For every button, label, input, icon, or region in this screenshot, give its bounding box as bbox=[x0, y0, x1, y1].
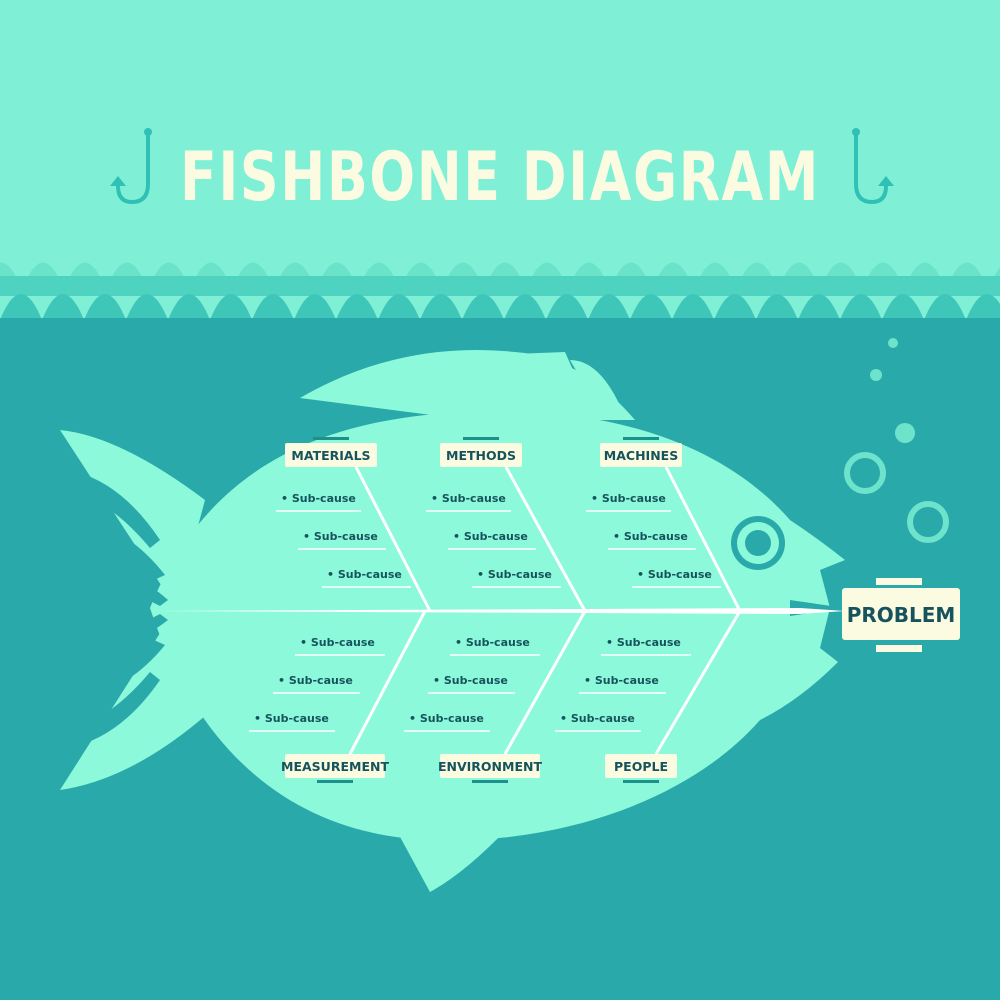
wave-band bbox=[0, 276, 1000, 296]
sub-cause-label: • Sub-cause bbox=[409, 712, 484, 725]
category-box bbox=[600, 443, 682, 467]
sub-cause-label: • Sub-cause bbox=[584, 674, 659, 687]
sub-cause-label: • Sub-cause bbox=[431, 492, 506, 505]
problem-head: PROBLEM bbox=[842, 578, 960, 652]
wave-crest bbox=[462, 294, 504, 320]
bubble-icon bbox=[844, 338, 949, 543]
category-bone bbox=[664, 466, 742, 612]
category-bone bbox=[654, 610, 742, 755]
wave-crest bbox=[588, 294, 630, 320]
category-labels: • Sub-cause • Sub-cause • Sub-cause MATERIA… bbox=[254, 437, 712, 783]
category-label: ENVIRONMENT bbox=[438, 759, 542, 774]
wave-crest bbox=[420, 294, 462, 320]
wave-crest bbox=[126, 294, 168, 320]
category-bone bbox=[503, 610, 587, 755]
category-bone bbox=[504, 466, 587, 612]
wave-crest bbox=[378, 294, 420, 320]
wave-crest bbox=[294, 294, 336, 320]
category-box bbox=[440, 443, 522, 467]
problem-box bbox=[842, 588, 960, 640]
tail-stripes bbox=[68, 470, 168, 748]
problem-label: PROBLEM bbox=[847, 603, 956, 627]
category-label: MATERIALS bbox=[291, 448, 370, 463]
wave-crest bbox=[924, 294, 966, 320]
sub-cause-label: • Sub-cause bbox=[254, 712, 329, 725]
fish-hook-icon bbox=[852, 128, 894, 205]
wave-crest bbox=[714, 294, 756, 320]
label-tick bbox=[463, 437, 499, 440]
category-bone bbox=[348, 610, 427, 755]
sub-cause-label: • Sub-cause bbox=[327, 568, 402, 581]
label-tick bbox=[313, 437, 349, 440]
wave-crest bbox=[504, 294, 546, 320]
wave-crest bbox=[798, 294, 840, 320]
sub-cause-label: • Sub-cause bbox=[453, 530, 528, 543]
wave-crest bbox=[546, 294, 588, 320]
sub-cause-label: • Sub-cause bbox=[455, 636, 530, 649]
fish-bones bbox=[150, 466, 845, 755]
category-label: MACHINES bbox=[604, 448, 678, 463]
category-label: MEASUREMENT bbox=[281, 759, 389, 774]
sub-cause-label: • Sub-cause bbox=[591, 492, 666, 505]
sub-cause-label: • Sub-cause bbox=[303, 530, 378, 543]
category-bone bbox=[354, 466, 432, 612]
wave-crest bbox=[0, 294, 42, 320]
wave-crest bbox=[882, 294, 924, 320]
label-tick bbox=[623, 780, 659, 783]
category-label: METHODS bbox=[446, 448, 516, 463]
wave-crest bbox=[210, 294, 252, 320]
sub-cause-label: • Sub-cause bbox=[278, 674, 353, 687]
label-tick bbox=[317, 780, 353, 783]
wave-crest bbox=[336, 294, 378, 320]
sub-cause-label: • Sub-cause bbox=[637, 568, 712, 581]
fish-body bbox=[60, 349, 845, 892]
category-label: PEOPLE bbox=[614, 759, 668, 774]
label-tick bbox=[623, 437, 659, 440]
sub-cause-label: • Sub-cause bbox=[300, 636, 375, 649]
category-box bbox=[285, 754, 385, 778]
wave-crest bbox=[252, 294, 294, 320]
category-box bbox=[285, 443, 377, 467]
wave-crest bbox=[840, 294, 882, 320]
wave-crest bbox=[630, 294, 672, 320]
sub-cause-label: • Sub-cause bbox=[613, 530, 688, 543]
waves bbox=[0, 262, 1000, 320]
wave-crest bbox=[966, 294, 1000, 320]
body bbox=[150, 410, 845, 841]
label-tick bbox=[472, 780, 508, 783]
sub-cause-label: • Sub-cause bbox=[433, 674, 508, 687]
sub-cause-label: • Sub-cause bbox=[477, 568, 552, 581]
wave-crest bbox=[672, 294, 714, 320]
diagram-title: FISHBONE DIAGRAM bbox=[180, 138, 820, 217]
category-box bbox=[440, 754, 540, 778]
wave-crest bbox=[42, 294, 84, 320]
sub-cause-label: • Sub-cause bbox=[606, 636, 681, 649]
wave-crest bbox=[168, 294, 210, 320]
sub-cause-label: • Sub-cause bbox=[560, 712, 635, 725]
spine-bone bbox=[150, 608, 845, 614]
category-box bbox=[605, 754, 677, 778]
fish-hook-icon bbox=[110, 128, 152, 205]
sub-cause-label: • Sub-cause bbox=[281, 492, 356, 505]
fish-eye-icon bbox=[731, 516, 785, 570]
wave-crest bbox=[84, 294, 126, 320]
wave-crest bbox=[756, 294, 798, 320]
